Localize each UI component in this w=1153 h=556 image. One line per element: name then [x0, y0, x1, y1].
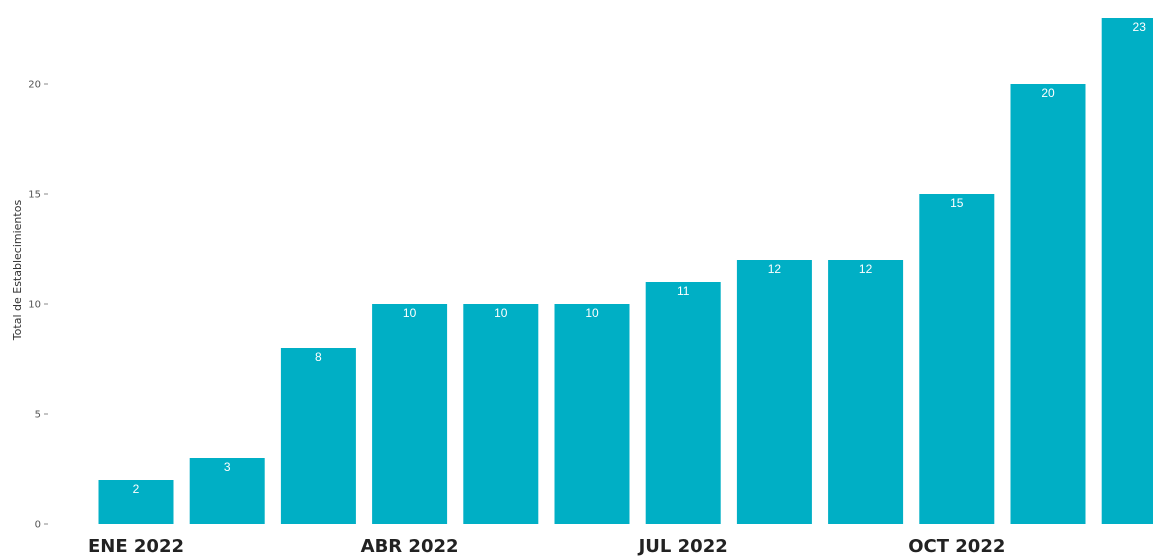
bar-jul-2022: [645, 282, 721, 524]
x-tick-label: OCT 2022: [908, 536, 1005, 556]
bar-may-2022: [463, 304, 539, 524]
bar-dic-2022: [1101, 18, 1153, 524]
bar-nov-2022: [1010, 84, 1086, 524]
y-tick-label: 5: [35, 410, 41, 421]
x-axis: ENE 2022 ABR 2022 JUL 2022 OCT 2022: [88, 536, 1005, 556]
x-tick-label: JUL 2022: [637, 536, 728, 556]
bar-sep-2022: [828, 260, 904, 524]
data-label: 10: [585, 306, 599, 320]
data-label: 23: [1133, 20, 1147, 34]
bar-jun-2022: [554, 304, 630, 524]
data-label: 10: [403, 306, 417, 320]
y-axis: 0 5 10 15 20: [28, 80, 48, 531]
y-tick-label: 20: [28, 80, 41, 91]
bars-group: [98, 18, 1153, 524]
data-label: 20: [1041, 86, 1055, 100]
data-label: 12: [768, 262, 782, 276]
bar-feb-2022: [189, 458, 265, 524]
bar-oct-2022: [919, 194, 995, 524]
y-tick-label: 0: [35, 520, 41, 531]
data-label: 2: [133, 482, 140, 496]
y-axis-label: Total de Establecimientos: [11, 200, 24, 342]
data-label: 15: [950, 196, 964, 210]
x-tick-label: ABR 2022: [361, 536, 459, 556]
data-label: 8: [315, 350, 322, 364]
bar-ene-2022: [98, 480, 174, 524]
y-tick-label: 15: [28, 190, 41, 201]
bar-mar-2022: [280, 348, 356, 524]
data-label: 10: [494, 306, 508, 320]
x-tick-label: ENE 2022: [88, 536, 184, 556]
bar-ago-2022: [736, 260, 812, 524]
data-label: 12: [859, 262, 873, 276]
data-label: 3: [224, 460, 231, 474]
bar-abr-2022: [372, 304, 448, 524]
data-label: 11: [677, 284, 690, 298]
y-tick-label: 10: [28, 300, 41, 311]
